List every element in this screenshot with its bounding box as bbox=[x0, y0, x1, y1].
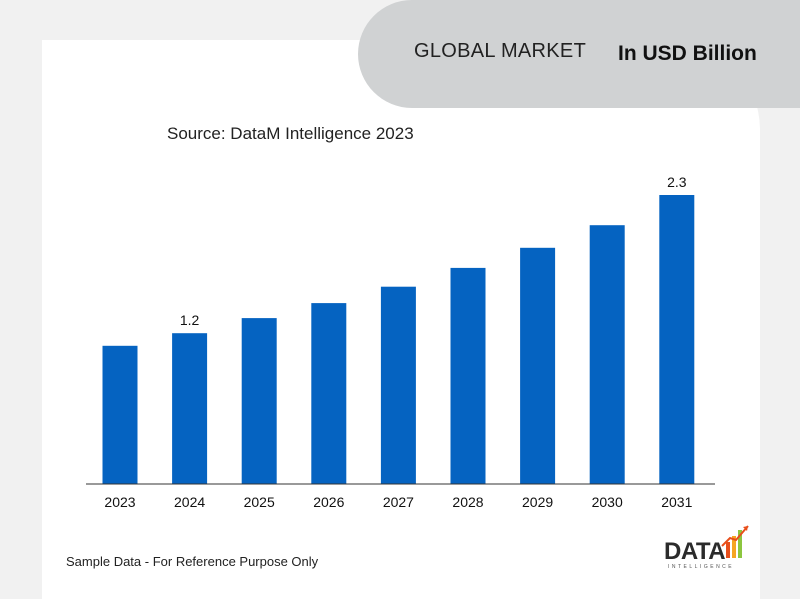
bars-group bbox=[102, 195, 695, 484]
x-tick-label: 2025 bbox=[244, 494, 275, 510]
x-tick-label: 2024 bbox=[174, 494, 205, 510]
header-banner bbox=[358, 0, 800, 108]
bar-2028 bbox=[450, 267, 486, 484]
data-label-2024: 1.2 bbox=[180, 312, 200, 328]
bar-2030 bbox=[589, 225, 625, 484]
x-tick-label: 2029 bbox=[522, 494, 553, 510]
bar-2027 bbox=[380, 286, 416, 484]
x-tick-label: 2030 bbox=[592, 494, 623, 510]
bar-2024 bbox=[172, 333, 208, 484]
bar-2029 bbox=[520, 247, 556, 484]
datam-logo: DATA INTELLIGENCE bbox=[664, 524, 754, 570]
bar-2023 bbox=[102, 345, 138, 484]
source-note: Source: DataM Intelligence 2023 bbox=[167, 124, 414, 143]
data-labels-group: 1.2 2.3 bbox=[180, 174, 687, 328]
footer-note: Sample Data - For Reference Purpose Only bbox=[66, 554, 319, 569]
bar-2025 bbox=[241, 318, 277, 484]
x-tick-label: 2023 bbox=[104, 494, 135, 510]
header-title: GLOBAL MARKET bbox=[414, 40, 587, 62]
logo-subtext: INTELLIGENCE bbox=[668, 564, 735, 570]
data-label-2031: 2.3 bbox=[667, 174, 687, 190]
x-tick-labels-group: 2023 2024 2025 2026 2027 2028 2029 2030 2031 bbox=[104, 494, 692, 510]
header-unit: In USD Billion bbox=[618, 42, 757, 65]
logo-mark-icon bbox=[721, 525, 749, 558]
bar-2031 bbox=[659, 195, 695, 484]
bar-2026 bbox=[311, 303, 347, 484]
logo-text: DATA bbox=[664, 538, 726, 565]
x-tick-label: 2027 bbox=[383, 494, 414, 510]
x-tick-label: 2031 bbox=[661, 494, 692, 510]
x-tick-label: 2026 bbox=[313, 494, 344, 510]
x-tick-label: 2028 bbox=[452, 494, 483, 510]
